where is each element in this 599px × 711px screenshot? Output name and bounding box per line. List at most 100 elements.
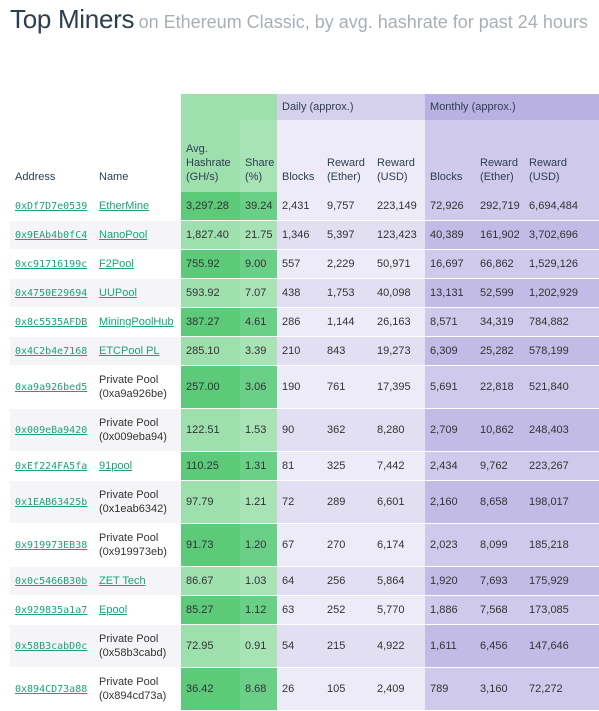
pool-name-link[interactable]: ETCPool PL xyxy=(99,345,160,357)
monthly-blocks-cell: 1,611 xyxy=(425,624,476,668)
address-link[interactable]: 0xc91716199c xyxy=(15,258,88,270)
pool-name-text: Private Pool xyxy=(99,532,159,544)
col-header-monthly-reward-usd[interactable]: Reward (USD) xyxy=(524,120,599,192)
monthly-reward-ether-cell: 8,658 xyxy=(475,480,525,524)
share-cell: 9.00 xyxy=(240,249,277,279)
address-link[interactable]: 0x894CD73a88 xyxy=(15,683,88,695)
col-header-hashrate[interactable]: Avg. Hashrate (GH/s) xyxy=(181,120,240,192)
daily-blocks-cell: 438 xyxy=(277,278,322,308)
table-row: 0x4C2b4e7168 ETCPool PL 285.10 3.39 210 843 19… xyxy=(10,336,599,366)
share-cell: 3.06 xyxy=(240,365,277,409)
pool-name-link[interactable]: F2Pool xyxy=(99,258,134,270)
daily-reward-usd-cell: 6,601 xyxy=(372,480,426,524)
address-cell: 0x009eBa9420 xyxy=(10,408,94,452)
hashrate-cell: 387.27 xyxy=(181,307,240,337)
share-cell: 1.21 xyxy=(240,480,277,524)
miners-table-body: 0xDf7D7e0539 EtherMine 3,297.28 39.24 2,431 9… xyxy=(10,192,599,711)
daily-reward-usd-cell: 17,395 xyxy=(372,365,426,409)
address-link[interactable]: 0x929835a1a7 xyxy=(15,604,88,616)
daily-blocks-cell: 2,431 xyxy=(277,192,322,221)
daily-reward-usd-cell: 5,770 xyxy=(372,595,426,625)
name-cell: NanoPool xyxy=(94,220,181,250)
address-link[interactable]: 0x8c5535AFDB xyxy=(15,316,88,328)
hashrate-cell: 257.00 xyxy=(181,365,240,409)
col-header-daily-reward-ether[interactable]: Reward (Ether) xyxy=(322,120,372,192)
pool-name-link[interactable]: 91pool xyxy=(99,460,133,472)
table-row: 0x919973EB38 Private Pool (0x919973eb) 91.7… xyxy=(10,523,599,567)
daily-reward-ether-cell: 215 xyxy=(322,624,372,668)
daily-reward-usd-cell: 40,098 xyxy=(372,278,426,308)
share-cell: 1.20 xyxy=(240,523,277,567)
address-link[interactable]: 0x0c5466B30b xyxy=(15,575,88,587)
pool-name-link[interactable]: MiningPoolHub xyxy=(99,316,174,328)
col-header-monthly-blocks[interactable]: Blocks xyxy=(425,120,476,192)
monthly-reward-ether-cell: 7,568 xyxy=(475,595,525,625)
address-link[interactable]: 0xEf224FA5fa xyxy=(15,460,88,472)
hashrate-cell: 97.79 xyxy=(181,480,240,524)
monthly-reward-usd-cell: 6,694,484 xyxy=(524,192,599,221)
daily-blocks-cell: 81 xyxy=(277,451,322,481)
address-cell: 0x4C2b4e7168 xyxy=(10,336,94,366)
col-header-daily-reward-usd[interactable]: Reward (USD) xyxy=(372,120,426,192)
pool-name-link[interactable]: Epool xyxy=(99,604,128,616)
monthly-reward-usd-cell: 175,929 xyxy=(524,566,599,596)
table-row: 0xEf224FA5fa 91pool 110.25 1.31 81 325 7,442 2,… xyxy=(10,451,599,481)
monthly-reward-ether-cell: 292,719 xyxy=(475,192,525,221)
daily-reward-ether-cell: 362 xyxy=(322,408,372,452)
name-cell: UUPool xyxy=(94,278,181,308)
daily-blocks-cell: 63 xyxy=(277,595,322,625)
group-header-daily: Daily (approx.) xyxy=(277,94,426,120)
col-header-daily-blocks[interactable]: Blocks xyxy=(277,120,322,192)
monthly-reward-usd-cell: 198,017 xyxy=(524,480,599,524)
address-link[interactable]: 0xDf7D7e0539 xyxy=(15,200,88,212)
address-link[interactable]: 0x9EAb4b0fC4 xyxy=(15,229,88,241)
pool-name-link[interactable]: ZET Tech xyxy=(99,575,146,587)
monthly-reward-ether-cell: 6,456 xyxy=(475,624,525,668)
address-link[interactable]: 0x4750E29694 xyxy=(15,287,88,299)
monthly-reward-usd-cell: 1,529,126 xyxy=(524,249,599,279)
monthly-reward-ether-cell: 3,160 xyxy=(475,667,525,711)
share-cell: 39.24 xyxy=(240,192,277,221)
daily-blocks-cell: 1,346 xyxy=(277,220,322,250)
page-subtitle: on Ethereum Classic, by avg. hashrate fo… xyxy=(138,12,588,32)
daily-blocks-cell: 54 xyxy=(277,624,322,668)
table-row: 0x894CD73a88 Private Pool (0x894cd73a) 36.4… xyxy=(10,667,599,711)
hashrate-cell: 122.51 xyxy=(181,408,240,452)
col-header-address[interactable]: Address xyxy=(10,120,94,192)
daily-blocks-cell: 190 xyxy=(277,365,322,409)
pool-name-link[interactable]: NanoPool xyxy=(99,229,148,241)
address-link[interactable]: 0x1EAB63425b xyxy=(15,496,88,508)
address-link[interactable]: 0x919973EB38 xyxy=(15,539,88,551)
address-link[interactable]: 0x58B3cabD0c xyxy=(15,640,88,652)
address-link[interactable]: 0x4C2b4e7168 xyxy=(15,345,88,357)
daily-reward-usd-cell: 8,280 xyxy=(372,408,426,452)
address-link[interactable]: 0x009eBa9420 xyxy=(15,424,88,436)
col-header-share[interactable]: Share (%) xyxy=(240,120,277,192)
pool-name-link[interactable]: EtherMine xyxy=(99,200,150,212)
pool-name-detail: (0x58b3cabd) xyxy=(99,647,167,659)
monthly-blocks-cell: 5,691 xyxy=(425,365,476,409)
pool-name-text: Private Pool xyxy=(99,374,159,386)
share-cell: 21.75 xyxy=(240,220,277,250)
address-cell: 0xa9a926bed5 xyxy=(10,365,94,409)
miners-table: Daily (approx.) Monthly (approx.) Addres… xyxy=(10,94,599,711)
monthly-blocks-cell: 789 xyxy=(425,667,476,711)
daily-reward-ether-cell: 1,144 xyxy=(322,307,372,337)
table-row: 0x009eBa9420 Private Pool (0x009eba94) 122.… xyxy=(10,408,599,452)
address-link[interactable]: 0xa9a926bed5 xyxy=(15,381,88,393)
share-cell: 8.68 xyxy=(240,667,277,711)
pool-name-detail: (0x894cd73a) xyxy=(99,690,167,702)
name-cell: MiningPoolHub xyxy=(94,307,181,337)
daily-reward-usd-cell: 26,163 xyxy=(372,307,426,337)
pool-name-detail: (0x1eab6342) xyxy=(99,503,167,515)
monthly-blocks-cell: 40,389 xyxy=(425,220,476,250)
monthly-reward-usd-cell: 578,199 xyxy=(524,336,599,366)
table-row: 0xa9a926bed5 Private Pool (0xa9a926be) 257.… xyxy=(10,365,599,409)
monthly-reward-ether-cell: 7,693 xyxy=(475,566,525,596)
daily-reward-ether-cell: 843 xyxy=(322,336,372,366)
col-header-name[interactable]: Name xyxy=(94,120,181,192)
col-header-monthly-reward-ether[interactable]: Reward (Ether) xyxy=(475,120,525,192)
name-cell: EtherMine xyxy=(94,192,181,221)
name-cell: 91pool xyxy=(94,451,181,481)
pool-name-link[interactable]: UUPool xyxy=(99,287,137,299)
